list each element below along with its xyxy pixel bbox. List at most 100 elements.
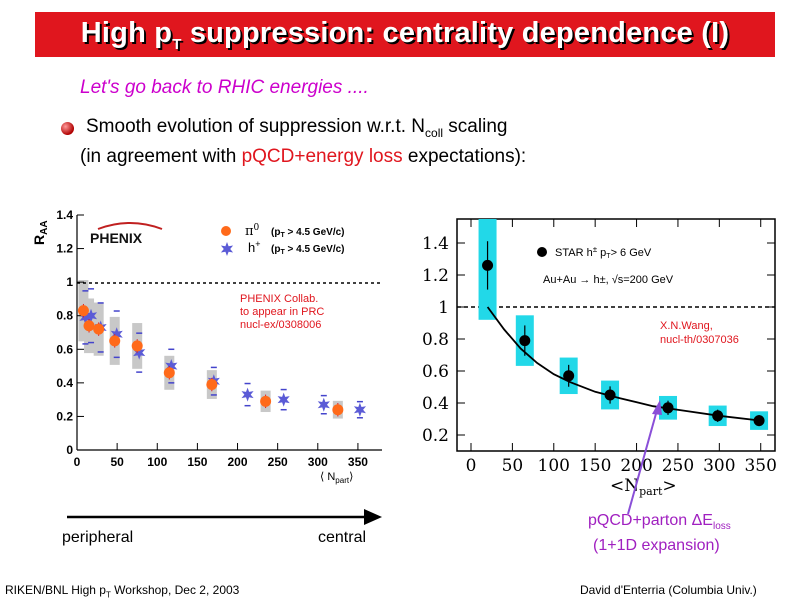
pqcd-parton-label: pQCD+parton ΔEloss [588, 512, 731, 533]
x-tick-labels: 0 50 100 150 200 250 300 350 [466, 456, 777, 476]
title-bar: High pT suppression: centrality dependen… [35, 12, 775, 57]
x-tick-label: 200 [620, 456, 652, 476]
x-tick-label: 0 [466, 456, 477, 476]
y-tick-label: 1.4 [56, 208, 73, 222]
x-tick-label: 200 [228, 455, 248, 469]
legend-star-label: STAR h± pT> 6 GeV [555, 245, 652, 260]
x-tick-label: 250 [268, 455, 288, 469]
y-tick-label: 0.2 [422, 426, 449, 446]
phenix-annotation-3: nucl-ex/0308006 [240, 319, 321, 331]
pi0-point [77, 305, 89, 317]
hplus-point [165, 359, 178, 374]
expansion-label: (1+1D expansion) [593, 537, 720, 554]
x-tick-label: 300 [703, 456, 735, 476]
y-tick-label: 0.6 [422, 362, 449, 382]
wang-annotation-2: nucl-th/0307036 [660, 334, 739, 346]
legend-hplus-symbol: h+ [248, 239, 261, 255]
legend-pi0-symbol: π0 [245, 223, 260, 239]
hplus-point [133, 345, 146, 360]
phenix-annotation-2: to appear in PRC [240, 306, 324, 318]
hplus-point [353, 402, 366, 417]
star-point [662, 402, 674, 414]
star-raa-chart: 1.4 1.2 1 0.8 0.6 0.4 0.2 0 50 100 150 200 250 300 35… [422, 218, 777, 498]
centrality-arrowhead [364, 509, 382, 525]
legend-system-label: Au+Au → h±, √s=200 GeV [543, 274, 674, 286]
x-tick-label: 100 [147, 455, 167, 469]
x-axis-label: <Npart> [610, 476, 677, 498]
y-tick-label: 1 [438, 298, 449, 318]
phenix-logo: PHENIX [90, 230, 143, 246]
y-tick-labels: 1.4 1.2 1 0.8 0.6 0.4 0.2 [422, 234, 449, 446]
footer-workshop: RIKEN/BNL High pT Workshop, Dec 2, 2003 [5, 583, 240, 600]
pi0-point [83, 320, 95, 332]
star-point [519, 335, 531, 347]
pi0-point [131, 340, 143, 352]
x-tick-label: 250 [662, 456, 694, 476]
pi0-point [260, 395, 272, 407]
x-tick-label: 300 [308, 455, 328, 469]
y-tick-label: 1 [66, 275, 73, 289]
x-axis-label: ⟨ Npart⟩ [320, 471, 353, 485]
pi0-point [109, 335, 121, 347]
x-tick-label: 150 [579, 456, 611, 476]
hplus-point [110, 327, 123, 342]
hplus-point [317, 397, 330, 412]
data-points [482, 241, 765, 427]
x-tick-label: 350 [348, 455, 368, 469]
subtitle: Let's go back to RHIC energies .... [80, 77, 369, 98]
peripheral-label: peripheral [62, 529, 134, 546]
phenix-annotation-1: PHENIX Collab. [240, 293, 318, 305]
x-tick-labels: 0 50 100 150 200 250 300 350 [74, 443, 368, 469]
x-tick-label: 150 [187, 455, 207, 469]
star-point [604, 389, 616, 401]
pi0-point [332, 404, 344, 416]
x-tick-label: 100 [538, 456, 570, 476]
theory-pointer-arrowhead [652, 400, 662, 415]
pi0-point [93, 323, 105, 335]
star-point [753, 415, 765, 427]
y-tick-label: 0.4 [56, 376, 73, 390]
hplus-point [79, 310, 92, 325]
axes [76, 215, 382, 451]
y-tick-label: 1.2 [422, 266, 449, 286]
x-tick-label: 0 [74, 455, 81, 469]
y-tick-label: 1.4 [422, 234, 449, 254]
hplus-point [277, 392, 290, 407]
pi0-point [163, 367, 175, 379]
central-label: central [318, 529, 367, 546]
footer-author: David d'Enterria (Columbia Univ.) [580, 583, 757, 597]
y-tick-label: 0.6 [56, 342, 73, 356]
data-points [77, 288, 366, 419]
pi0-point [206, 379, 218, 391]
slide-title: High pT suppression: centrality dependen… [80, 16, 730, 53]
phenix-logo-swoosh [97, 222, 163, 230]
wang-annotation-1: X.N.Wang, [660, 320, 713, 332]
legend-hplus-label: (pT > 4.5 GeV/c) [271, 244, 345, 256]
legend-star-marker [537, 247, 547, 257]
theory-pointer-arrow [627, 409, 658, 515]
bullet-icon [61, 122, 74, 135]
y-axis-label: RAA [31, 220, 50, 245]
phenix-raa-chart: 0 0.2 0.4 0.6 0.8 1 1.2 1.4 0 50 100 150 200 250 300 3… [31, 208, 382, 485]
legend-pi0-marker [221, 226, 231, 236]
y-tick-label: 0.8 [56, 309, 73, 323]
theory-curve [486, 306, 761, 422]
star-point [482, 259, 494, 271]
legend-pi0-label: (pT > 4.5 GeV/c) [271, 227, 345, 239]
star-point [712, 410, 724, 422]
x-tick-label: 350 [744, 456, 776, 476]
y-tick-label: 1.2 [56, 242, 73, 256]
plot-frame [456, 218, 776, 452]
y-tick-label: 0.8 [422, 330, 449, 350]
star-point [563, 370, 575, 382]
legend-hplus-marker [220, 242, 234, 256]
hplus-point [241, 387, 254, 402]
x-tick-label: 50 [110, 455, 124, 469]
hplus-point [85, 308, 98, 323]
y-tick-label: 0.2 [56, 409, 73, 423]
y-tick-label: 0.4 [422, 394, 449, 414]
y-tick-label: 0 [66, 443, 73, 457]
bullet-text-line2: (in agreement with pQCD+energy loss expe… [80, 146, 527, 167]
x-tick-label: 50 [502, 456, 524, 476]
